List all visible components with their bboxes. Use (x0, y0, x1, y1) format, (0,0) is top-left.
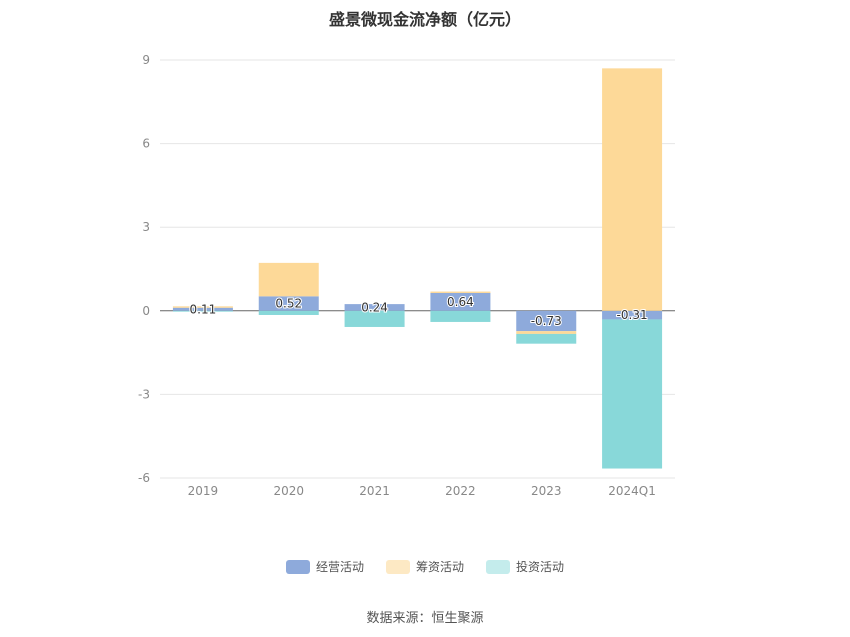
bar-financing (516, 331, 577, 334)
legend-label-operating: 经营活动 (315, 560, 364, 574)
bar-investing (172, 310, 233, 312)
y-tick-label: -3 (138, 387, 150, 401)
legend-swatch-financing (385, 559, 410, 574)
x-tick-label: 2023 (531, 484, 562, 498)
bar-operating (516, 310, 577, 332)
x-tick-label: 2021 (359, 484, 390, 498)
y-tick-label: 9 (142, 53, 150, 67)
legend-item-operating[interactable]: 经营活动 (285, 558, 364, 575)
source-note: 数据来源：恒生聚源 (366, 611, 484, 626)
x-tick-label: 2024Q1 (608, 484, 656, 498)
data-label: 0.24 (361, 300, 388, 314)
data-label: -0.73 (531, 314, 562, 328)
bar-operating (172, 307, 233, 311)
bar-financing (602, 68, 663, 311)
y-tick-label: 0 (142, 304, 150, 318)
bar-financing (172, 306, 233, 308)
legend-label-financing: 筹资活动 (415, 560, 464, 574)
chart-title: 盛景微现金流净额（亿元） (328, 10, 521, 29)
data-label: 0.11 (190, 302, 217, 316)
legend-item-investing[interactable]: 投资活动 (486, 558, 564, 575)
bar-investing (602, 319, 663, 469)
bar-operating (258, 296, 319, 311)
data-label: 0.52 (275, 297, 302, 311)
legend-item-financing[interactable]: 筹资活动 (385, 558, 464, 575)
x-tick-label: 2019 (188, 484, 219, 498)
bar-investing (344, 310, 405, 327)
bar-investing (430, 310, 491, 322)
legend-label-investing: 投资活动 (516, 560, 565, 574)
y-tick-label: 6 (142, 137, 150, 151)
bar-operating (344, 304, 405, 311)
data-label: -0.31 (617, 308, 648, 322)
x-tick-label: 2020 (273, 484, 304, 498)
bar-operating (602, 310, 663, 320)
x-tick-label: 2022 (445, 484, 476, 498)
legend-swatch-operating (285, 559, 310, 574)
legend-swatch-investing (486, 559, 510, 574)
y-tick-label: 3 (142, 220, 150, 234)
legend: 经营活动 筹资活动 投资活动 (0, 558, 850, 575)
bar-operating (430, 292, 491, 311)
bar-financing (258, 262, 319, 297)
y-tick-label: -6 (138, 471, 150, 485)
bar-investing (516, 333, 577, 344)
bar-investing (258, 310, 319, 315)
bar-financing (430, 291, 491, 293)
data-label: 0.64 (447, 295, 474, 309)
